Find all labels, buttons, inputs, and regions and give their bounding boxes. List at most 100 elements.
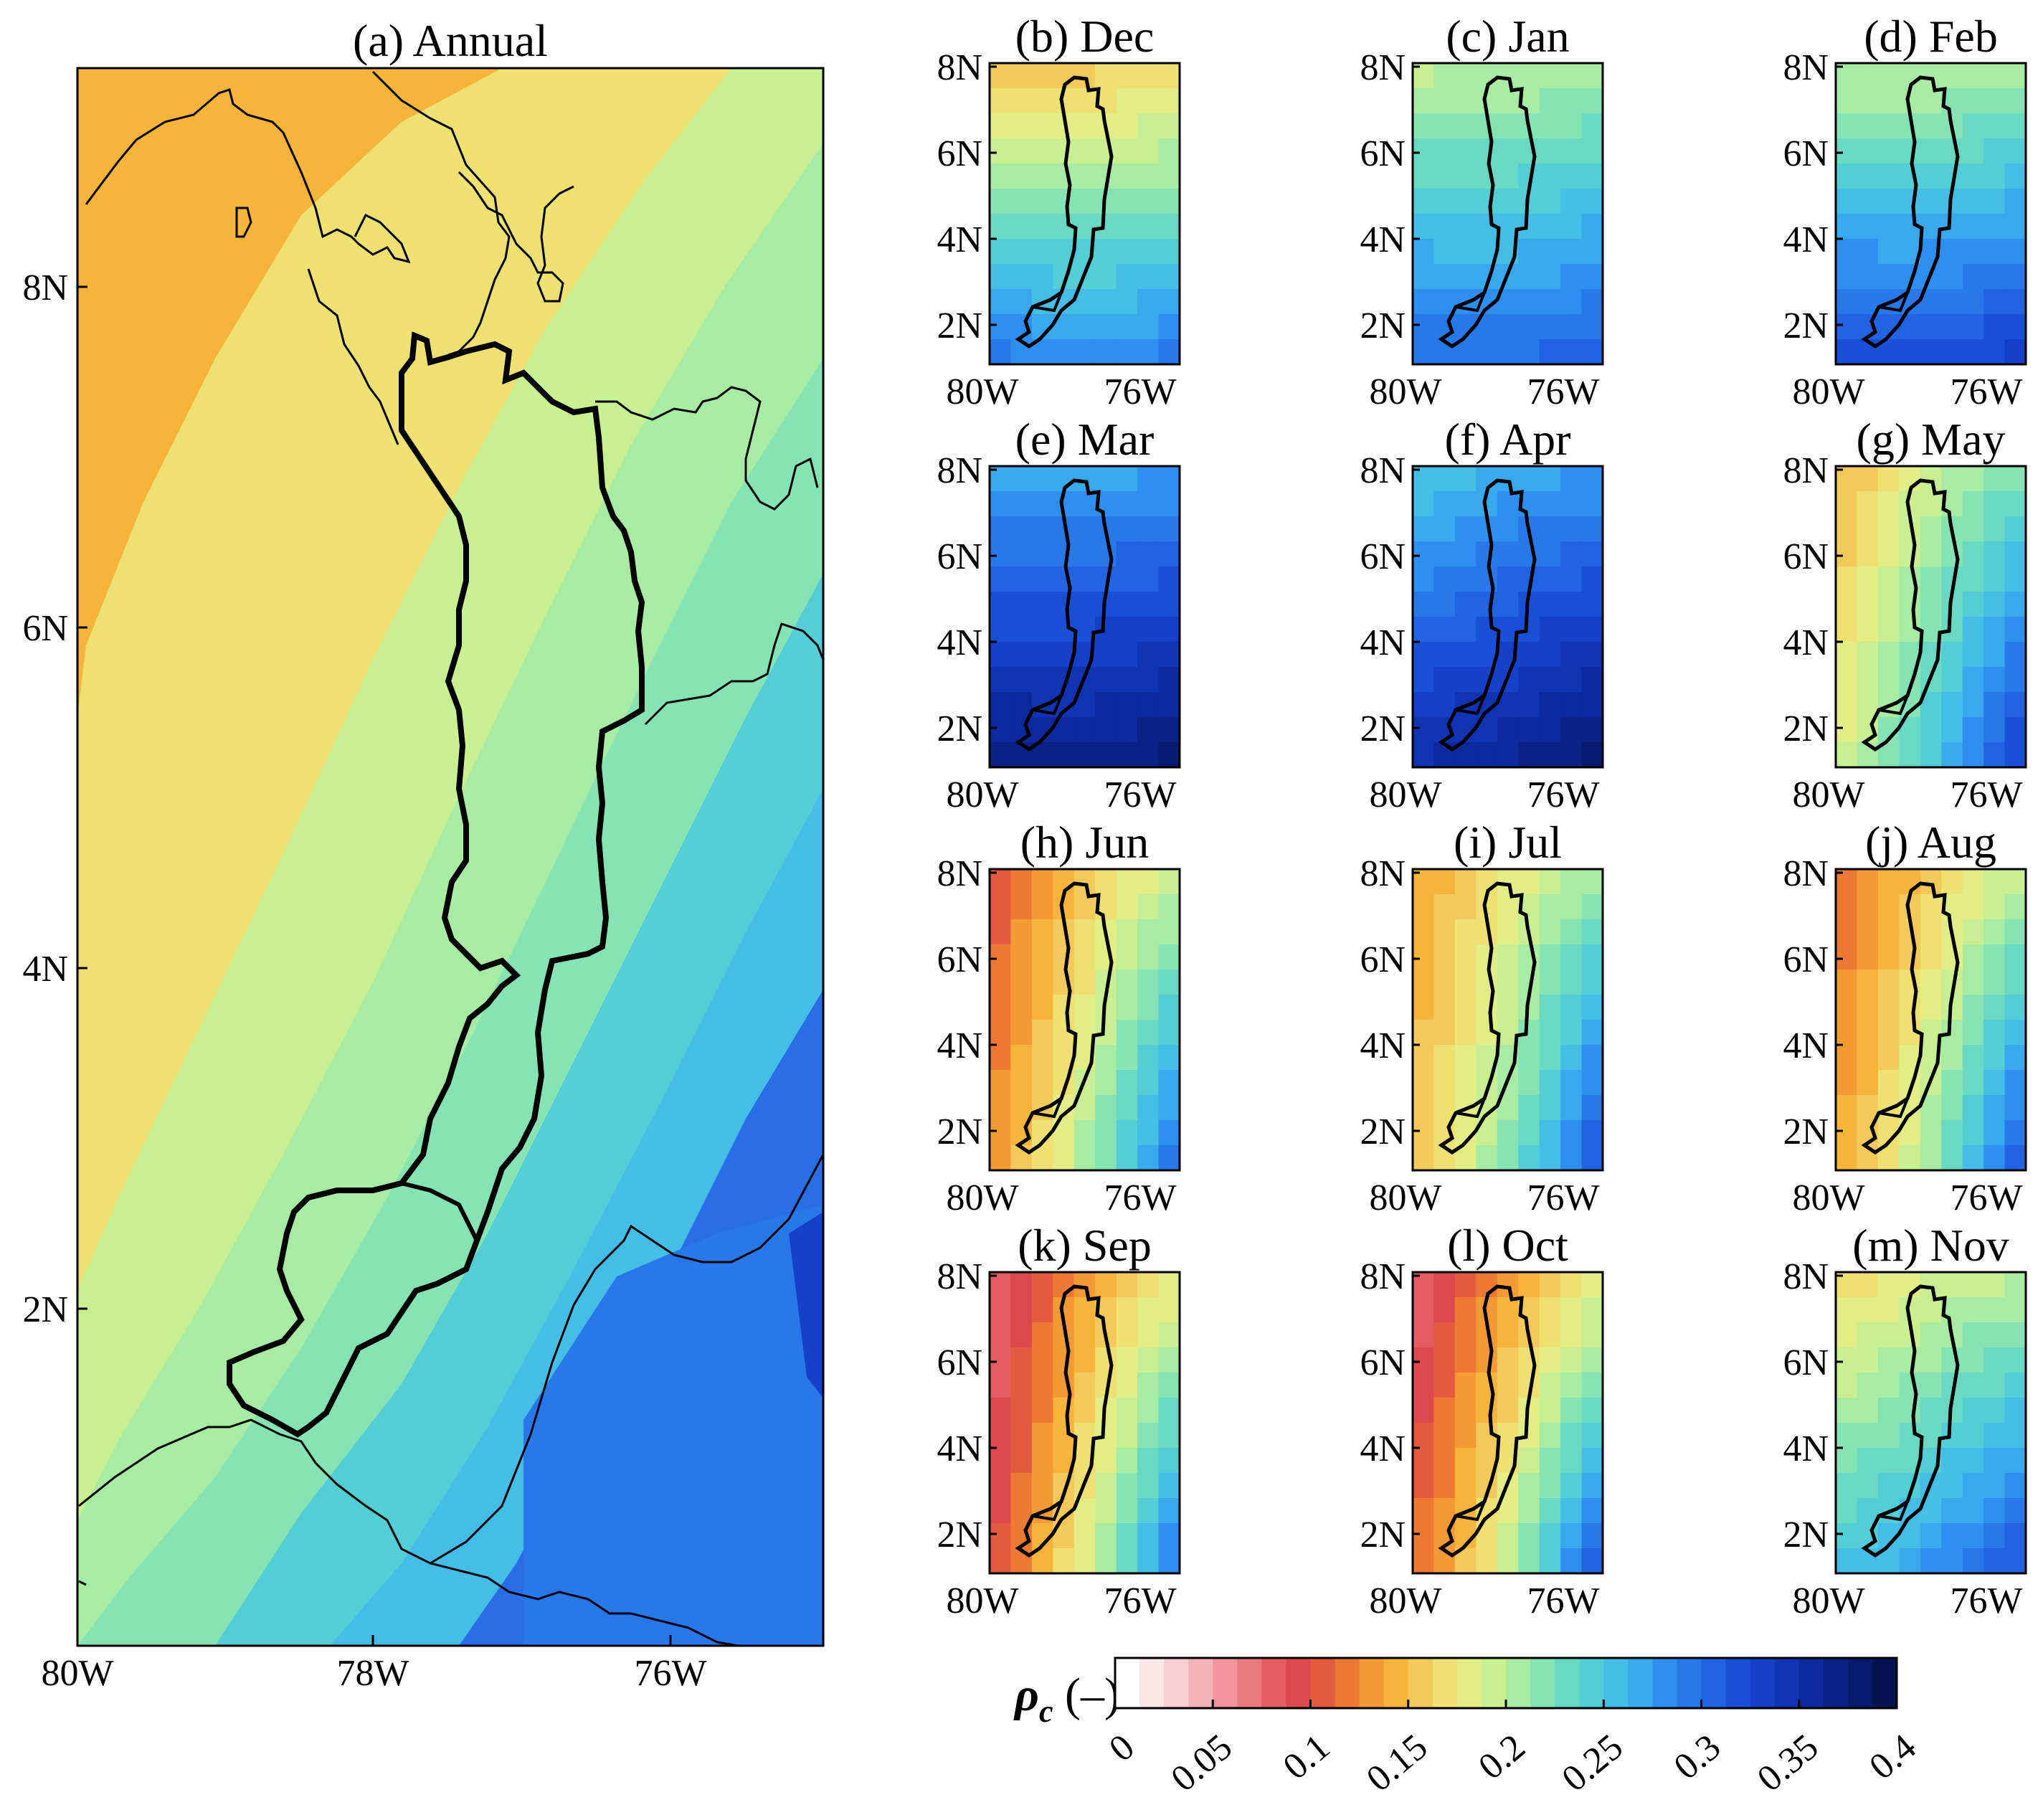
month-cell bbox=[1476, 944, 1498, 970]
month-cell bbox=[2004, 189, 2026, 214]
month-cell bbox=[1413, 314, 1434, 340]
month-cell bbox=[1158, 138, 1180, 164]
month-cell bbox=[990, 1322, 1011, 1348]
month-region-outline bbox=[1861, 478, 1960, 752]
month-cell bbox=[1984, 214, 2006, 240]
month-cell bbox=[1962, 617, 1984, 643]
month-cell bbox=[1116, 189, 1138, 214]
month-cell bbox=[1857, 541, 1879, 567]
month-panel: (g) May 8N 6N 4N 2N 80W 76W bbox=[1783, 414, 2027, 815]
month-cell bbox=[1413, 919, 1434, 945]
month-cell bbox=[1581, 1548, 1603, 1573]
month-cell bbox=[1137, 1473, 1160, 1499]
month-cell bbox=[1518, 667, 1540, 693]
month-cell bbox=[1560, 667, 1583, 693]
month-cell bbox=[1010, 567, 1033, 592]
month-cell bbox=[1433, 894, 1456, 920]
month-cell bbox=[1836, 541, 1857, 567]
month-cell bbox=[1560, 894, 1583, 920]
month-cell bbox=[1560, 63, 1583, 89]
month-cell bbox=[1158, 642, 1180, 668]
month-cell bbox=[1920, 919, 1942, 945]
month-field bbox=[990, 1272, 1180, 1573]
month-cell bbox=[1095, 692, 1117, 718]
month-cell bbox=[1941, 1448, 1963, 1474]
colorbar-swatch bbox=[1335, 1658, 1360, 1708]
colorbar-swatch bbox=[1530, 1658, 1555, 1708]
month-cell bbox=[2004, 1373, 2026, 1398]
month-cell bbox=[1836, 1120, 1857, 1146]
month-cell bbox=[1518, 944, 1540, 970]
month-cell bbox=[1095, 742, 1117, 767]
month-cell bbox=[1518, 1473, 1540, 1499]
month-cell bbox=[1920, 1145, 1942, 1170]
month-cell bbox=[990, 1070, 1011, 1096]
month-cell bbox=[1137, 1297, 1160, 1323]
month-cell bbox=[1073, 1398, 1096, 1423]
month-region-inner-line bbox=[1878, 292, 1909, 313]
month-cell bbox=[1560, 289, 1583, 315]
month-cell bbox=[1095, 1145, 1117, 1170]
month-cell bbox=[1010, 1473, 1033, 1499]
month-cell bbox=[1539, 516, 1561, 542]
month-cell bbox=[1941, 1020, 1963, 1046]
month-cell bbox=[1941, 742, 1963, 767]
month-cell bbox=[1413, 1095, 1434, 1121]
month-cell bbox=[1095, 869, 1117, 895]
month-cell bbox=[1581, 1373, 1603, 1398]
month-cell bbox=[1836, 667, 1857, 693]
month-cell bbox=[1560, 1523, 1583, 1549]
month-cell bbox=[1899, 592, 1921, 617]
month-cell bbox=[1433, 88, 1456, 114]
month-cell bbox=[990, 113, 1011, 139]
month-cell bbox=[1836, 1322, 1857, 1348]
month-cell bbox=[1920, 592, 1942, 617]
month-cell bbox=[1158, 592, 1180, 617]
month-cell bbox=[1877, 88, 1900, 114]
month-cell bbox=[1560, 239, 1583, 265]
month-cell bbox=[1857, 667, 1879, 693]
colorbar-swatch bbox=[1628, 1658, 1653, 1708]
month-cell bbox=[1581, 1347, 1603, 1373]
month-cell bbox=[2004, 264, 2026, 290]
month-cell bbox=[1497, 88, 1519, 114]
month-cell bbox=[1031, 163, 1053, 189]
month-cell bbox=[1116, 592, 1138, 617]
month-cell bbox=[1053, 995, 1075, 1020]
colorbar-tick-label: 0.1 bbox=[1276, 1727, 1337, 1788]
month-cell bbox=[1836, 138, 1857, 164]
month-cell bbox=[1010, 592, 1033, 617]
month-cell bbox=[1116, 1272, 1138, 1298]
month-cell bbox=[1454, 264, 1477, 290]
month-cell bbox=[1433, 1095, 1456, 1121]
month-cell bbox=[1984, 1272, 2006, 1298]
month-panel: (b) Dec 8N 6N 4N 2N 80W 76W bbox=[937, 11, 1181, 412]
month-cell bbox=[1984, 919, 2006, 945]
month-cell bbox=[1010, 995, 1033, 1020]
annual-coastlines bbox=[78, 70, 823, 1646]
colorbar-swatch bbox=[1847, 1658, 1873, 1708]
month-cell bbox=[1116, 138, 1138, 164]
month-cell bbox=[1413, 1448, 1434, 1474]
month-cell bbox=[1836, 1347, 1857, 1373]
month-cell bbox=[1560, 516, 1583, 542]
month-cell bbox=[1116, 466, 1138, 492]
month-cell bbox=[1560, 541, 1583, 567]
month-cell bbox=[1073, 717, 1096, 743]
month-cell bbox=[1413, 88, 1434, 114]
month-cell bbox=[1539, 264, 1561, 290]
month-cell bbox=[990, 1095, 1011, 1121]
month-cell bbox=[1877, 592, 1900, 617]
month-cell bbox=[1095, 1045, 1117, 1071]
month-cell bbox=[1899, 1145, 1921, 1170]
month-cell bbox=[1454, 214, 1477, 240]
month-cell bbox=[1560, 466, 1583, 492]
month-cell bbox=[1836, 717, 1857, 743]
month-cell bbox=[2004, 113, 2026, 139]
border-east-mid bbox=[644, 622, 823, 726]
month-cell bbox=[1899, 138, 1921, 164]
month-cell bbox=[1454, 1423, 1477, 1449]
month-lat-tick-label: 2N bbox=[1783, 1112, 1829, 1152]
month-cell bbox=[1116, 1095, 1138, 1121]
month-cell bbox=[1137, 491, 1160, 517]
